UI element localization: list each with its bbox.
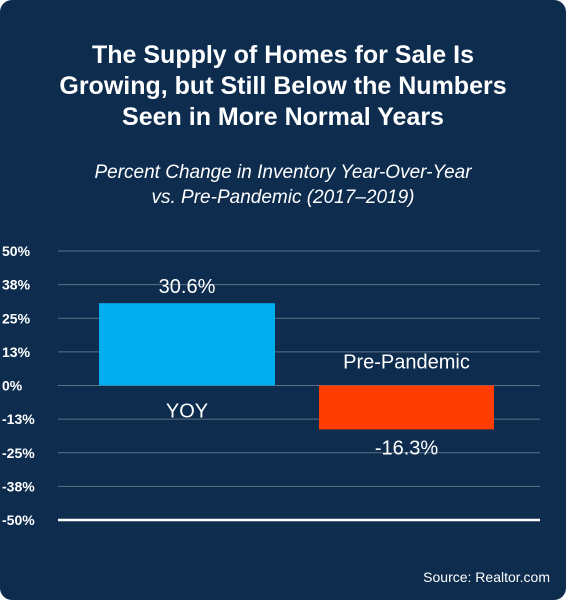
source-note: Source: Realtor.com (423, 569, 550, 585)
bar-yoy (99, 303, 275, 386)
chart-title: The Supply of Homes for Sale Is Growing,… (59, 41, 507, 131)
y-tick-label: -25% (2, 445, 35, 461)
bar-value-label: -16.3% (375, 437, 439, 459)
y-axis-ticks: 50% 38% 25% 13% 0% -13% -25% -38% -50% (2, 243, 35, 528)
y-tick-label: -50% (2, 512, 35, 528)
chart-subtitle: Percent Change in Inventory Year-Over-Ye… (94, 162, 472, 208)
y-tick-label: -13% (2, 411, 35, 427)
bars (99, 303, 494, 430)
bar-category-label: YOY (166, 401, 208, 423)
bar-category-label: Pre-Pandemic (343, 352, 470, 374)
bar-labels: 30.6% YOY -16.3% Pre-Pandemic (159, 276, 470, 459)
y-tick-label: 25% (2, 310, 31, 326)
y-tick-label: 13% (2, 344, 31, 360)
y-tick-label: 50% (2, 243, 31, 259)
bar-pre-pandemic (319, 385, 494, 430)
bar-value-label: 30.6% (159, 276, 216, 298)
y-tick-label: 0% (2, 378, 23, 394)
y-tick-label: 38% (2, 277, 31, 293)
y-tick-label: -38% (2, 478, 35, 494)
